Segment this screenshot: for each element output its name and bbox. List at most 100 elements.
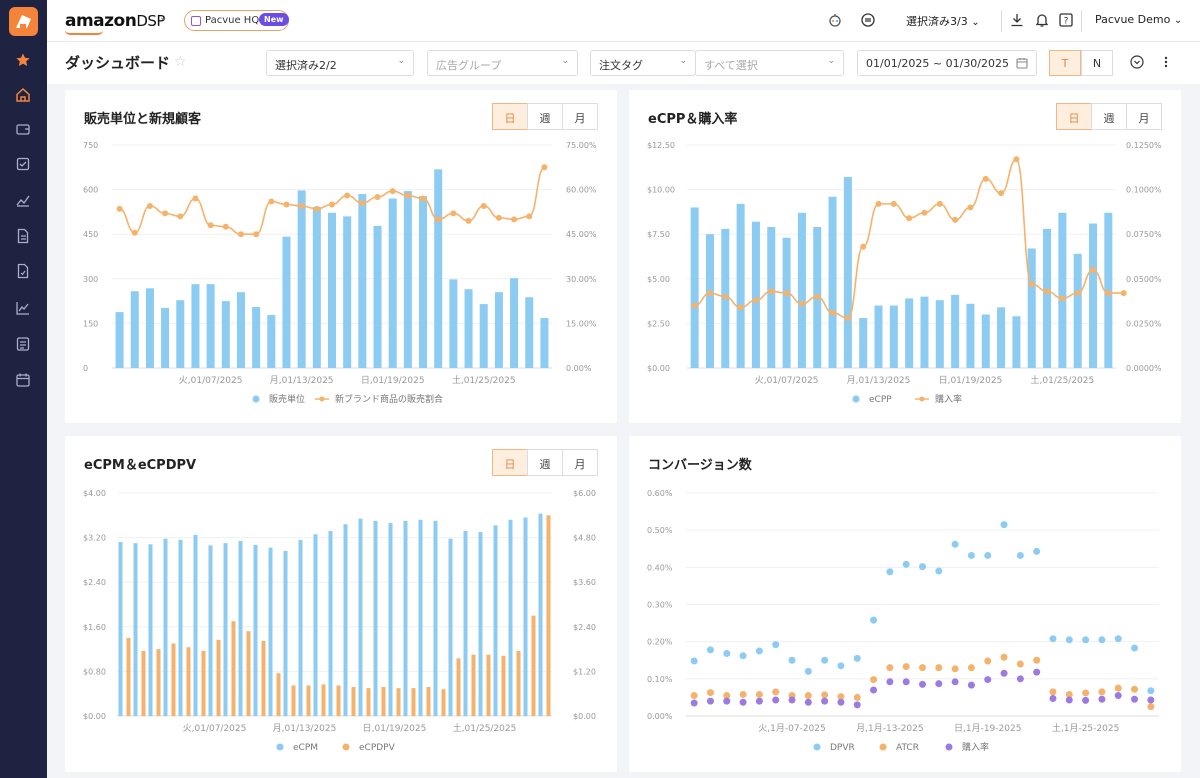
calendar-icon [1016,57,1028,72]
x-tick-label: 月,01/13/2025 [270,375,334,386]
line-point [480,202,487,209]
favorite-star-icon[interactable]: ☆ [174,54,187,70]
scatter-point [1098,688,1106,696]
period-segment: 日 週 月 [492,103,598,130]
bar [486,654,491,716]
scatter-point [1016,660,1024,668]
ecpp-chart: $0.00 0.0000% $2.50 0.0250% $5.00 0.0500% $7.5… [647,141,1162,405]
t-toggle-button[interactable]: T [1049,50,1081,76]
bar [403,520,408,716]
order-tag-filter[interactable]: 注文タグ ⌄ [590,50,696,76]
segment-month[interactable]: 月 [562,449,598,476]
period-segment: 日 週 月 [492,449,598,476]
y-tick-label-right: 15.00% [566,319,597,328]
y-tick-label-right: 45.00% [566,230,597,239]
legend-dot-marker [919,396,925,402]
home-icon[interactable] [15,87,31,103]
bar [859,318,868,368]
segment-month[interactable]: 月 [562,103,598,130]
bar [191,284,200,368]
scatter-point [1049,695,1057,703]
checklist-icon[interactable] [15,156,31,172]
scatter-point [723,697,731,705]
bar [434,169,443,368]
n-toggle-button[interactable]: N [1081,50,1113,76]
scatter-point [886,664,894,672]
bar [538,513,543,716]
calendar-icon[interactable] [15,372,31,388]
bar [448,538,453,716]
order-tag-select[interactable]: すべて選択 ⌄ [695,50,844,76]
scatter-point [755,690,763,698]
scatter-point [967,551,975,559]
sync-icon[interactable] [860,12,876,28]
chevron-down-icon: ⌄ [679,56,687,66]
y-tick-label: 0.00% [647,712,673,721]
help-icon[interactable]: ? [1059,13,1073,27]
y-tick-label-left: 0 [83,364,88,373]
favorites-star-icon[interactable] [15,52,31,68]
bar [494,292,503,368]
bar [373,520,378,716]
ad-group-filter[interactable]: 広告グループ ⌄ [427,50,578,76]
segment-day[interactable]: 日 [492,449,528,476]
segment-day[interactable]: 日 [492,103,528,130]
analytics-icon[interactable] [15,300,31,316]
list-icon[interactable] [15,336,31,352]
y-tick-label-right: $6.00 [573,489,596,498]
scatter-point [1033,547,1041,555]
y-tick-label-left: $0.80 [83,667,106,676]
trend-chart-icon[interactable] [15,192,31,208]
line-point [541,164,548,171]
account-selector[interactable]: 選択済み3/3 ⌄ [906,13,980,29]
bar [351,687,356,716]
scatter-point [1147,687,1155,695]
bar [493,525,498,716]
campaign-filter[interactable]: 選択済み2/2 ⌄ [266,50,414,76]
scatter-point [804,667,812,675]
chevron-down-icon[interactable]: ⌄ [159,12,168,23]
report-icon[interactable] [15,263,31,279]
bar [246,631,251,716]
bar [478,532,483,716]
scatter-point [1033,656,1041,664]
bar [449,279,458,368]
scatter-point [788,696,796,704]
segment-month[interactable]: 月 [1126,103,1162,130]
user-menu[interactable]: Pacvue Demo ⌄ [1095,13,1182,26]
pacvue-logo[interactable] [9,7,38,36]
sidebar [0,0,47,778]
sales-units-chart: 0 0.00% 150 15.00% 300 30.00% 450 45.00% 600 60.0… [83,141,597,405]
amazon-dsp-logo[interactable]: amazonDSP [65,11,165,31]
scatter-point [723,650,731,658]
download-icon[interactable] [1010,13,1024,27]
bar [236,292,245,368]
more-vertical-icon[interactable] [1163,55,1169,69]
y-tick-label-right: 0.1250% [1126,141,1162,150]
date-range-picker[interactable]: 01/01/2025 ~ 01/30/2025 [857,50,1037,76]
line-point [860,243,867,250]
bell-icon[interactable] [1035,13,1049,27]
x-tick-label: 火,1月-07-2025 [758,723,825,734]
scatter-point [1000,521,1008,529]
y-tick-label-right: $2.40 [573,623,596,632]
divider [1081,10,1082,32]
assistant-bot-icon[interactable] [827,12,843,28]
document-icon[interactable] [15,228,31,244]
bar [163,538,168,716]
card-title: コンバージョン数 [648,458,752,473]
account-selected-label: 選択済み3/3 [906,15,968,28]
new-badge: New [259,13,289,26]
legend-dot-marker [813,743,821,751]
bar [920,296,929,368]
scatter-point [739,690,747,698]
pacvue-hq-button[interactable]: Pacvue HQ New [184,10,289,31]
bar [313,534,318,716]
bar [531,615,536,716]
segment-day[interactable]: 日 [1056,103,1092,130]
wallet-icon[interactable] [15,121,31,137]
bar [1073,253,1082,368]
legend-label: eCPDPV [359,743,396,753]
collapse-circle-icon[interactable] [1130,55,1144,69]
bar [690,207,699,368]
